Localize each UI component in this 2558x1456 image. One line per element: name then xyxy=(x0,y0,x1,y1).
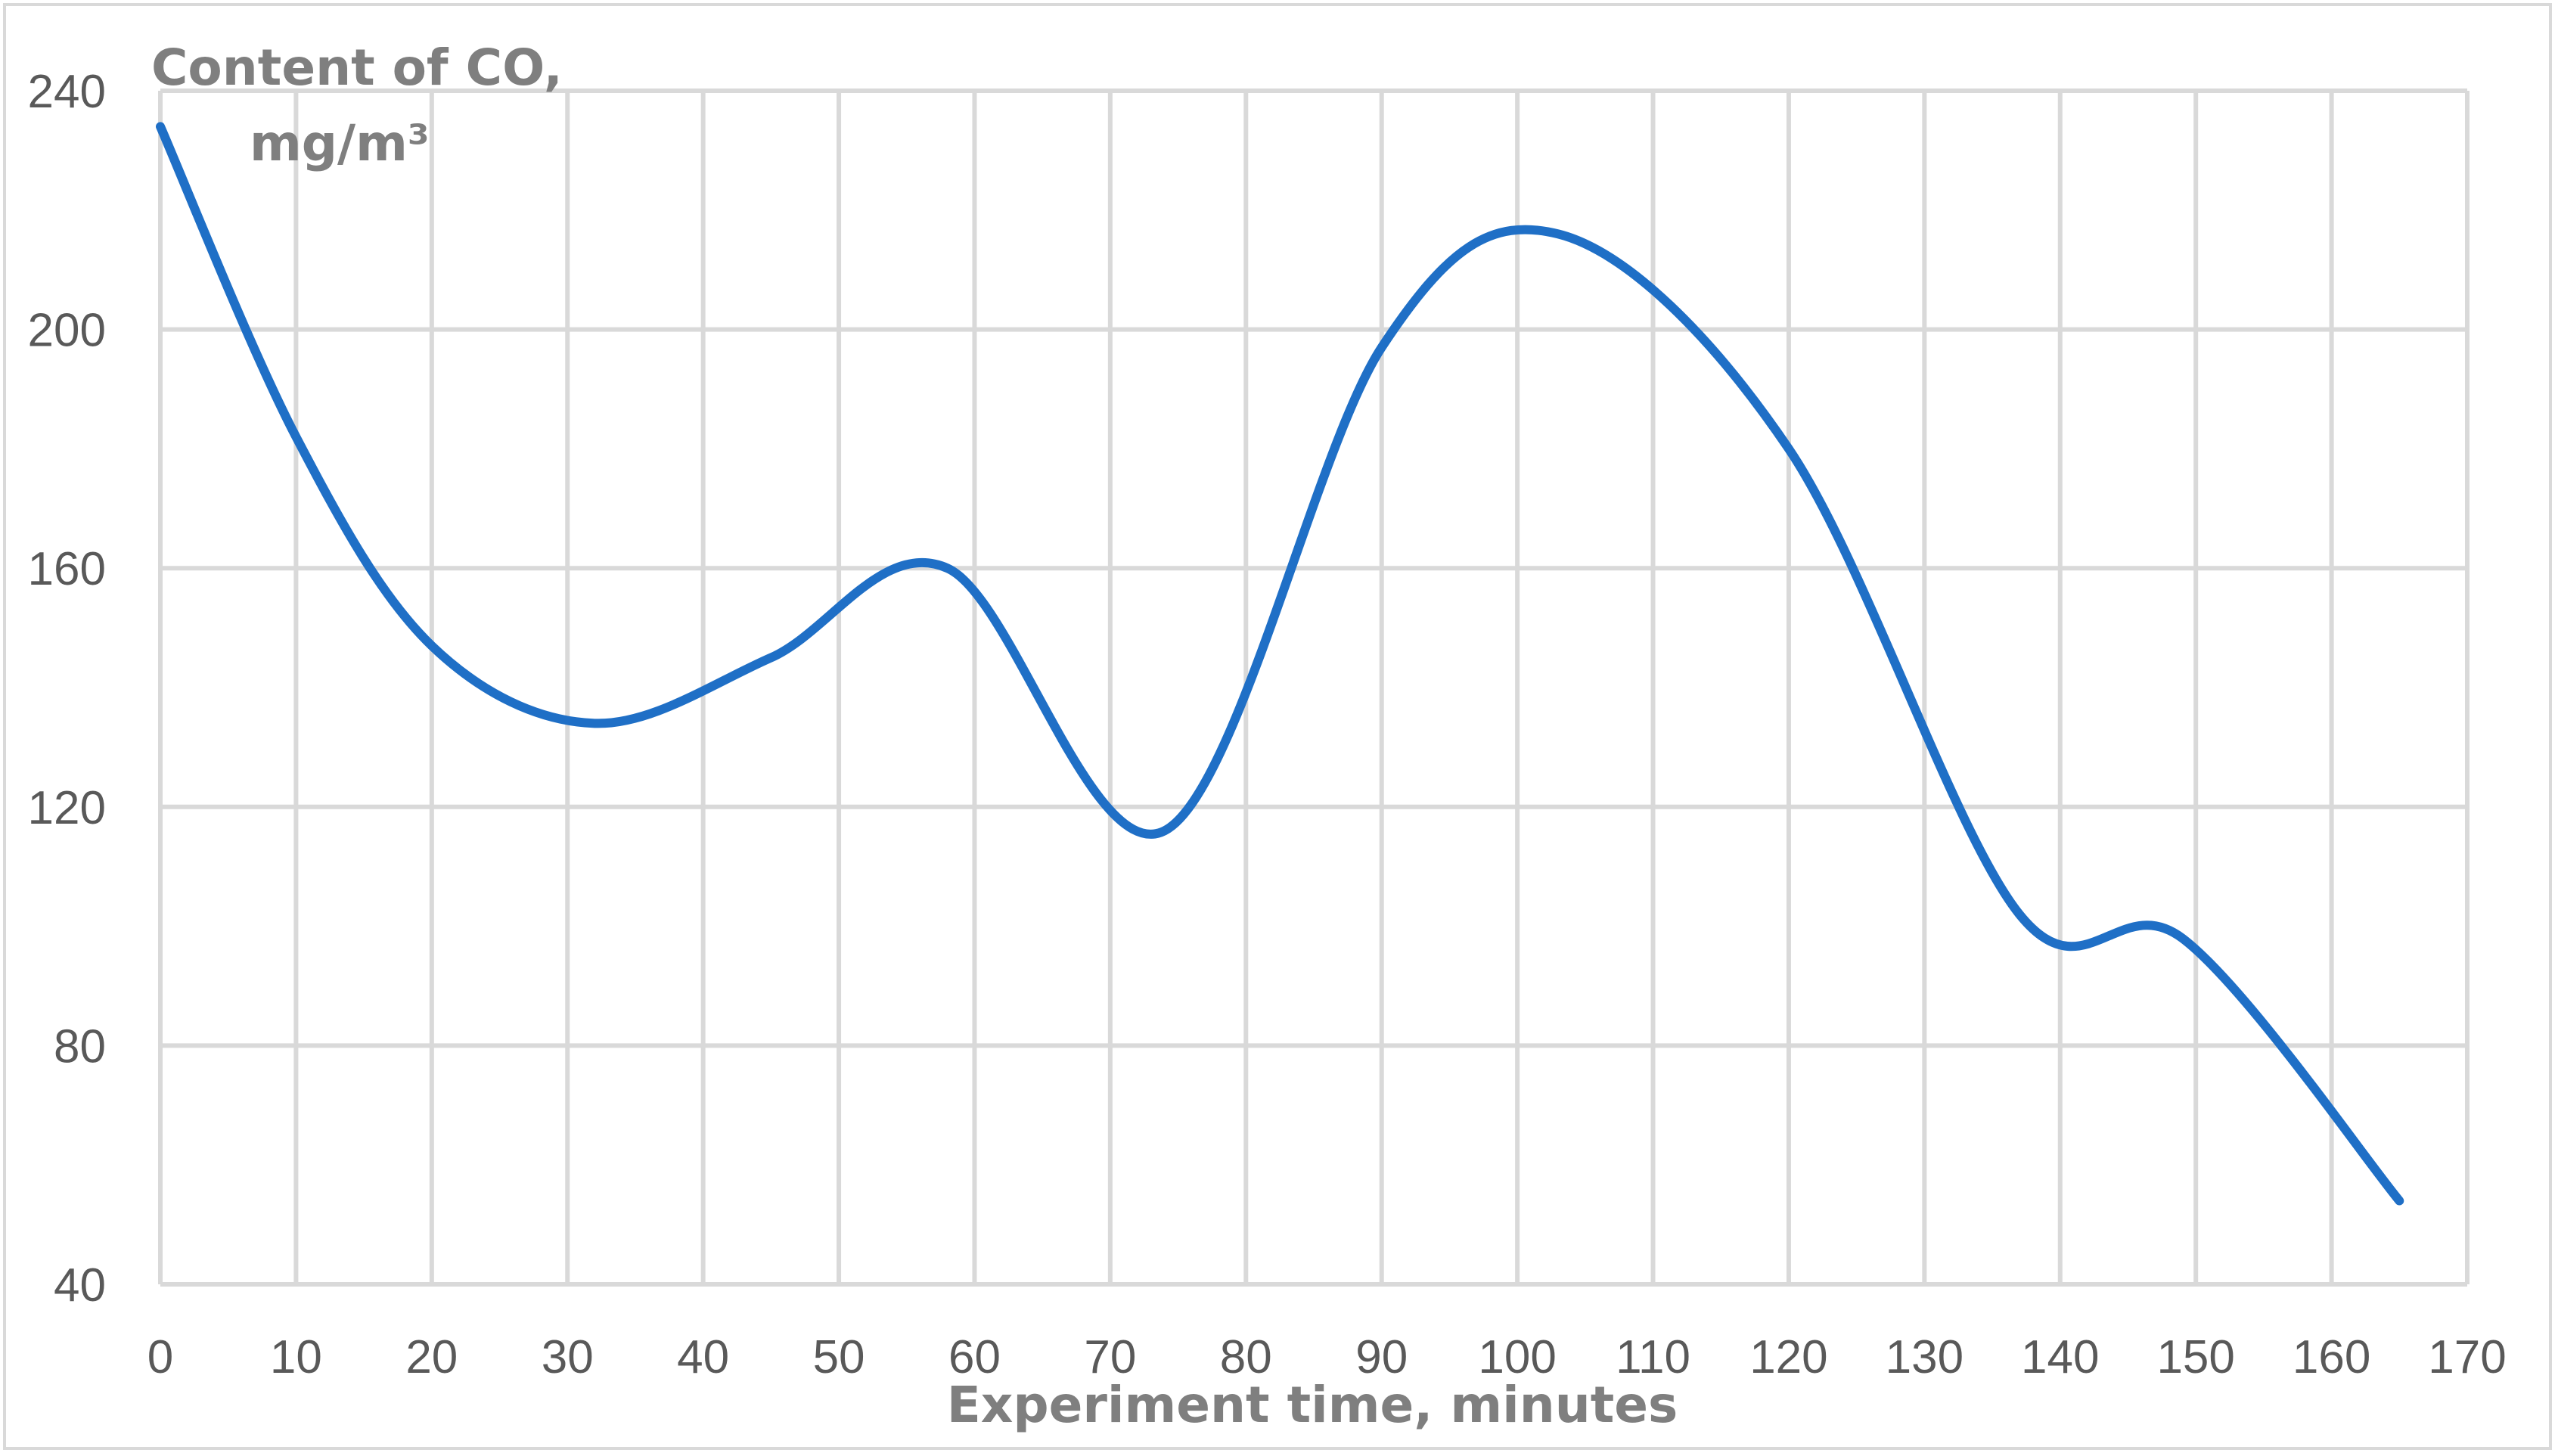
gridlines xyxy=(160,88,2470,1284)
x-tick-label: 60 xyxy=(948,1331,1001,1383)
x-tick-label: 130 xyxy=(1886,1331,1964,1383)
x-tick-label: 20 xyxy=(405,1331,458,1383)
x-tick-label: 30 xyxy=(542,1331,594,1383)
x-tick-label: 110 xyxy=(1616,1331,1690,1383)
y-tick-label: 120 xyxy=(28,782,106,834)
chart-frame xyxy=(3,3,2552,1450)
y-tick-label: 80 xyxy=(54,1020,106,1073)
x-axis-title: Experiment time, minutes xyxy=(947,1376,1678,1434)
tick-labels: 0 10 20 30 40 50 60 70 80 90 100 110 120 130 140 150 160… xyxy=(28,66,2507,1383)
x-tick-label: 70 xyxy=(1084,1331,1136,1383)
x-tick-label: 90 xyxy=(1355,1331,1408,1383)
series-line xyxy=(156,122,2404,1206)
y-tick-label: 160 xyxy=(28,543,106,595)
x-tick-label: 120 xyxy=(1749,1331,1827,1383)
x-tick-label: 100 xyxy=(1478,1331,1556,1383)
axes xyxy=(158,91,2467,1287)
y-tick-label: 240 xyxy=(28,66,106,118)
y-axis-title-line1: Content of CO, xyxy=(151,39,563,97)
x-tick-label: 50 xyxy=(813,1331,865,1383)
x-tick-label: 150 xyxy=(2156,1331,2234,1383)
x-tick-label: 0 xyxy=(147,1331,173,1383)
series-group xyxy=(156,122,2404,1206)
x-tick-label: 40 xyxy=(677,1331,729,1383)
x-tick-label: 80 xyxy=(1220,1331,1272,1383)
x-tick-label: 170 xyxy=(2428,1331,2506,1383)
x-tick-label: 140 xyxy=(2021,1331,2099,1383)
y-tick-label: 40 xyxy=(54,1259,106,1312)
x-tick-label: 10 xyxy=(270,1331,322,1383)
y-tick-label: 200 xyxy=(28,305,106,357)
y-axis-title-line2: mg/m³ xyxy=(250,114,430,172)
x-tick-label: 160 xyxy=(2293,1331,2370,1383)
